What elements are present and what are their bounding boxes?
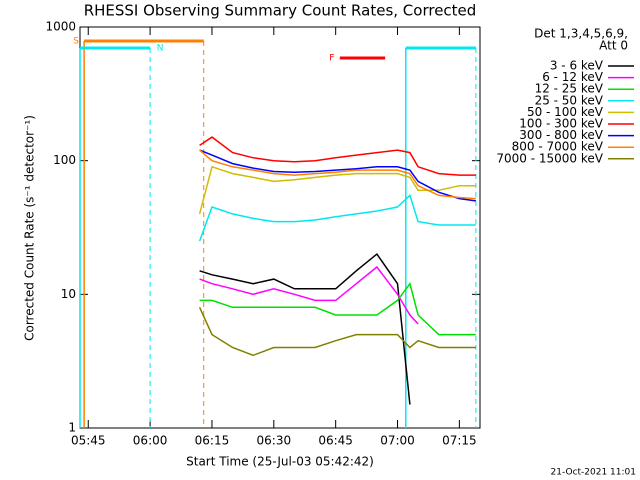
series-line <box>199 149 476 200</box>
y-tick-label: 100 <box>53 153 76 167</box>
legend-label: 100 - 300 keV <box>519 117 603 131</box>
interval-label: F <box>329 54 334 64</box>
legend-title: Det 1,3,4,5,6,9, <box>534 27 628 41</box>
legend-label: 12 - 25 keV <box>535 82 604 96</box>
y-tick-label: 1000 <box>45 20 76 34</box>
interval-label: S <box>73 37 79 47</box>
series-line <box>198 194 476 242</box>
x-tick-label: 06:45 <box>318 434 353 448</box>
legend-label: 7000 - 15000 keV <box>496 151 603 165</box>
x-tick-label: 07:00 <box>380 434 415 448</box>
x-tick-label: 05:45 <box>71 434 106 448</box>
series-line <box>199 149 477 202</box>
legend-label: 800 - 7000 keV <box>512 140 604 154</box>
series-line <box>199 253 411 405</box>
legend-label: 300 - 800 keV <box>519 128 603 142</box>
x-tick-label: 06:15 <box>195 434 230 448</box>
footer: 21-Oct-2021 11:01 <box>551 468 636 478</box>
series-line <box>199 136 476 176</box>
legend-label: 3 - 6 keV <box>550 59 604 73</box>
series-line <box>199 281 476 336</box>
plot-frame <box>79 26 481 429</box>
chart-title: RHESSI Observing Summary Count Rates, Co… <box>84 2 477 20</box>
legend-label: 50 - 100 keV <box>527 105 604 119</box>
y-axis-title: Corrected Count Rate (s⁻¹ detector⁻¹) <box>23 115 37 341</box>
legend-label: 6 - 12 keV <box>542 70 604 84</box>
legend-label: 25 - 50 keV <box>535 93 604 107</box>
x-tick-label: 07:15 <box>442 434 477 448</box>
x-tick-label: 06:30 <box>257 434 292 448</box>
interval-label: N <box>157 44 164 54</box>
series-line <box>199 265 419 325</box>
y-tick-label: 1 <box>68 421 76 435</box>
x-tick-label: 06:00 <box>133 434 168 448</box>
y-tick-label: 10 <box>61 287 76 301</box>
legend-title: Att 0 <box>599 39 628 53</box>
series-line <box>198 306 476 357</box>
x-axis-title: Start Time (25-Jul-03 05:42:42) <box>186 455 374 469</box>
